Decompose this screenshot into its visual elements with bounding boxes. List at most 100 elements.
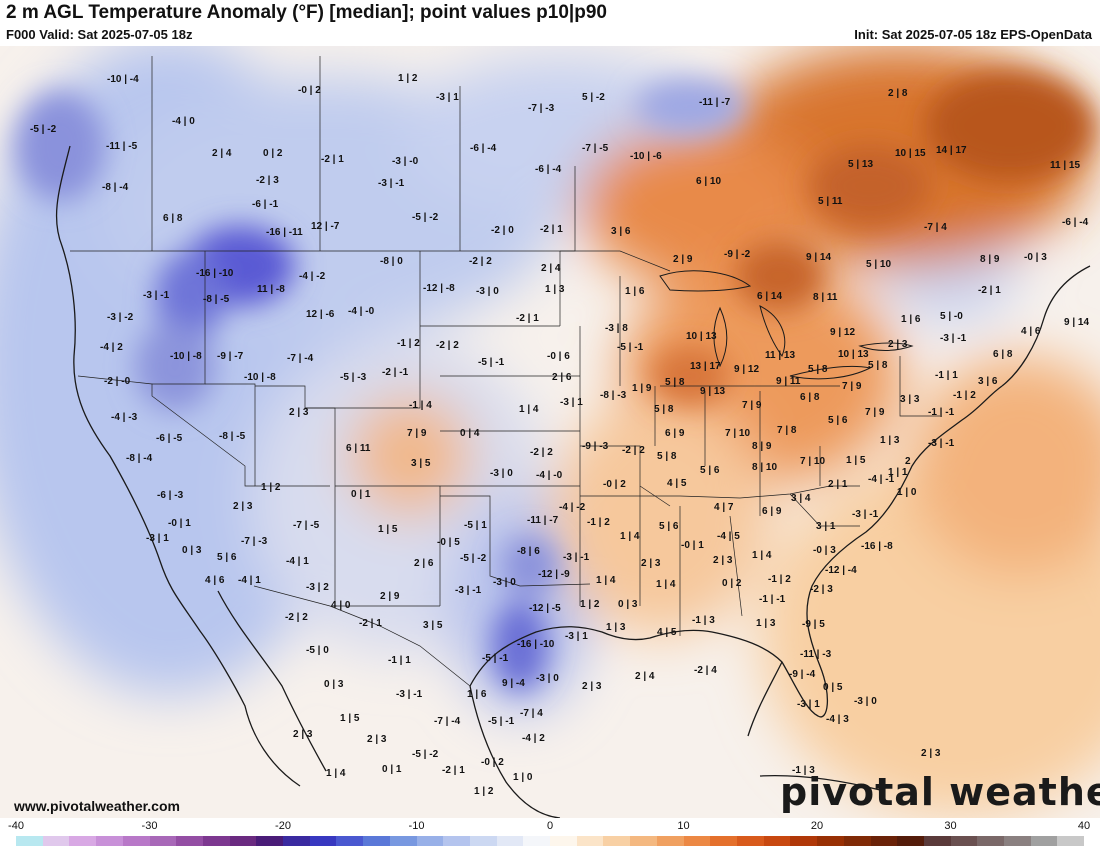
point-value-label: 0 | 3 bbox=[182, 545, 202, 556]
color-scale-swatch bbox=[763, 836, 791, 846]
color-scale-swatch bbox=[923, 836, 951, 846]
color-scale-swatch bbox=[843, 836, 871, 846]
point-value-label: 6 | 10 bbox=[696, 176, 721, 187]
point-value-label: -11 | -7 bbox=[527, 515, 559, 526]
anomaly-cores bbox=[15, 71, 1095, 691]
point-value-label: 0 | 1 bbox=[351, 489, 371, 500]
point-value-label: 2 | 1 bbox=[828, 479, 848, 490]
point-value-label: 4 | 7 bbox=[714, 502, 734, 513]
color-scale-tick-label: 0 bbox=[546, 820, 554, 832]
point-value-label: 11 | -8 bbox=[257, 284, 285, 295]
color-scale-swatch bbox=[176, 836, 203, 846]
point-value-label: -5 | 0 bbox=[306, 645, 329, 656]
color-scale-swatch bbox=[122, 836, 150, 846]
color-scale-swatch bbox=[550, 836, 577, 846]
point-value-label: -0 | 2 bbox=[481, 757, 504, 768]
point-value-label: -7 | 4 bbox=[520, 708, 543, 719]
point-value-label: 9 | 12 bbox=[734, 364, 759, 375]
point-value-label: -9 | -3 bbox=[582, 441, 609, 452]
point-value-label: -2 | 2 bbox=[469, 256, 492, 267]
point-value-label: 5 | 6 bbox=[700, 465, 720, 476]
point-value-label: 1 | 2 bbox=[398, 73, 418, 84]
point-value-label: 1 | 6 bbox=[467, 689, 487, 700]
point-value-label: -1 | 1 bbox=[388, 655, 411, 666]
point-value-label: 12 | -7 bbox=[311, 221, 340, 232]
point-value-label: 1 | 3 bbox=[756, 618, 776, 629]
point-value-label: 7 | 10 bbox=[725, 428, 750, 439]
color-scale-tick-label: 40 bbox=[1077, 820, 1091, 832]
point-value-label: 6 | 8 bbox=[800, 392, 820, 403]
point-value-label: -4 | 3 bbox=[826, 714, 849, 725]
point-value-label: 2 bbox=[905, 456, 911, 467]
color-scale-swatch bbox=[69, 836, 97, 846]
point-value-label: 1 | 5 bbox=[378, 524, 398, 535]
anomaly-map[interactable]: -10 | -4 -0 | 2 1 | 2 -3 | 1 -7 | -3 5 | -2 -1… bbox=[0, 46, 1100, 818]
point-value-label: 7 | 8 bbox=[777, 425, 797, 436]
color-scale-swatch bbox=[42, 836, 70, 846]
color-scale-swatch bbox=[389, 836, 417, 846]
point-value-label: -3 | 1 bbox=[146, 533, 169, 544]
point-value-label: 7 | 9 bbox=[742, 400, 762, 411]
point-value-label: -1 | 4 bbox=[409, 400, 432, 411]
point-value-label: 2 | 8 bbox=[888, 88, 908, 99]
color-scale-swatch bbox=[96, 836, 123, 846]
point-value-label: -4 | -0 bbox=[536, 470, 563, 481]
color-scale-swatch bbox=[656, 836, 684, 846]
point-value-label: -3 | -2 bbox=[107, 312, 134, 323]
color-scale-swatch bbox=[897, 836, 924, 846]
point-value-label: -4 | 2 bbox=[522, 733, 545, 744]
point-value-label: 7 | 10 bbox=[800, 456, 825, 467]
point-value-label: -7 | -5 bbox=[293, 520, 320, 531]
point-value-label: 9 | 12 bbox=[830, 327, 855, 338]
point-value-label: -9 | -4 bbox=[789, 669, 816, 680]
point-value-label: -4 | -2 bbox=[559, 502, 586, 513]
point-value-label: 9 | 14 bbox=[806, 252, 831, 263]
point-value-label: 5 | 8 bbox=[808, 364, 828, 375]
point-value-label: -2 | -0 bbox=[104, 376, 131, 387]
point-value-label: 2 | 3 bbox=[233, 501, 253, 512]
point-value-label: -4 | 1 bbox=[238, 575, 261, 586]
point-value-label: 5 | 6 bbox=[217, 552, 237, 563]
point-value-label: -0 | 1 bbox=[168, 518, 191, 529]
point-value-label: 2 | 4 bbox=[541, 263, 561, 274]
color-scale-swatch bbox=[736, 836, 764, 846]
point-value-label: 2 | 4 bbox=[212, 148, 232, 159]
point-value-label: -3 | -1 bbox=[852, 509, 879, 520]
point-value-label: -7 | -4 bbox=[434, 716, 461, 727]
point-value-label: 5 | 8 bbox=[657, 451, 677, 462]
point-value-label: 6 | 9 bbox=[762, 506, 782, 517]
point-value-label: -10 | -6 bbox=[630, 151, 662, 162]
point-value-label: 5 | -2 bbox=[582, 92, 605, 103]
color-scale-swatch bbox=[229, 836, 257, 846]
color-scale-swatch bbox=[202, 836, 230, 846]
point-value-label: -2 | 2 bbox=[530, 447, 553, 458]
point-value-label: 10 | 13 bbox=[686, 331, 717, 342]
point-value-label: 7 | 9 bbox=[407, 428, 427, 439]
point-value-label: -3 | -1 bbox=[455, 585, 482, 596]
point-value-label: -4 | -2 bbox=[299, 271, 326, 282]
point-value-label: -5 | -2 bbox=[460, 553, 487, 564]
color-scale-swatch bbox=[336, 836, 364, 846]
anomaly-shading bbox=[0, 46, 1100, 816]
point-value-label: 2 | 9 bbox=[380, 591, 400, 602]
point-value-label: -1 | 2 bbox=[397, 338, 420, 349]
site-credit[interactable]: www.pivotalweather.com bbox=[14, 798, 180, 814]
point-value-label: -7 | -3 bbox=[528, 103, 555, 114]
point-value-label: 5 | 8 bbox=[868, 360, 888, 371]
point-value-label: 11 | 15 bbox=[1050, 160, 1080, 171]
point-value-label: 2 | 3 bbox=[713, 555, 733, 566]
point-value-label: -0 | 6 bbox=[547, 351, 570, 362]
point-value-label: 2 | 6 bbox=[552, 372, 572, 383]
point-value-label: -6 | -5 bbox=[156, 433, 183, 444]
point-value-label: -5 | 1 bbox=[464, 520, 487, 531]
point-value-label: -3 | -1 bbox=[928, 438, 955, 449]
point-value-label: 0 | 3 bbox=[618, 599, 638, 610]
point-value-label: 5 | 6 bbox=[828, 415, 848, 426]
point-value-label: -3 | -1 bbox=[563, 552, 590, 563]
point-value-label: 6 | 14 bbox=[757, 291, 782, 302]
color-scale-swatch bbox=[149, 836, 177, 846]
point-value-label: -4 | -1 bbox=[868, 474, 895, 485]
point-value-label: 2 | 4 bbox=[635, 671, 655, 682]
point-value-label: -2 | 2 bbox=[436, 340, 459, 351]
point-value-label: 9 | 11 bbox=[776, 376, 801, 387]
